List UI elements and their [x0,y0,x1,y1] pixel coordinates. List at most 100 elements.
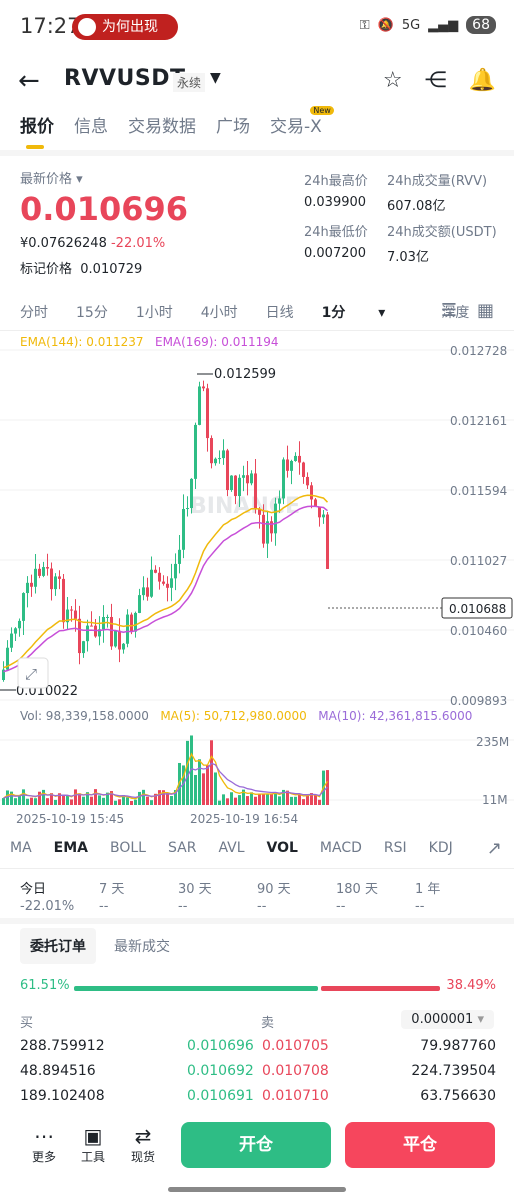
candle-body [6,647,9,670]
kline-chart[interactable]: BINANCE 0.012599 0.010022 0.010688 0.012… [0,340,514,830]
volume-bar [162,790,165,805]
candle-body [222,450,225,459]
volume-bar [262,793,265,805]
candle-body [210,438,213,464]
bid-price: 0.010692 [187,1063,254,1079]
layout-grid-icon[interactable]: ▦ [476,300,494,321]
bid-price: 0.010691 [187,1088,254,1104]
tf-1d[interactable]: 日线 [265,305,294,321]
ind-rsi[interactable]: RSI [383,840,407,856]
favorite-star-icon[interactable]: ☆ [382,68,403,93]
volume-bar [310,793,313,805]
ind-avl[interactable]: AVL [218,840,245,856]
indicator-settings-icon[interactable]: ☰ [440,300,457,321]
candle-body [2,669,5,680]
tf-dropdown-icon: ▾ [378,305,386,321]
orderbook-row[interactable]: 189.102408 0.010691 0.010710 63.756630 [20,1088,496,1112]
performance-row: 今日 -22.01% 7 天 -- 30 天 -- 90 天 -- 180 天 -- 1 … [20,878,494,914]
status-time: 17:27 [20,14,81,38]
precision-select[interactable]: 0.000001 ▾ [401,1010,494,1029]
tf-1h[interactable]: 1小时 [135,305,173,321]
volume-bar [238,795,241,805]
network-label: 5G [401,17,421,33]
candle-body [110,616,113,647]
tab-quote[interactable]: 报价 [20,112,54,149]
open-position-button[interactable]: 开仓 [181,1122,331,1168]
ind-kdj[interactable]: KDJ [428,840,453,856]
indicator-chart-icon[interactable]: ↗ [486,838,502,859]
candle-body [266,521,269,544]
ma5-legend: MA(5): 50,712,980.0000 [160,709,307,723]
candle-body [246,475,249,484]
volume-bar [182,765,185,805]
candle-body [90,625,93,627]
spot-button[interactable]: ⇄ 现货 [123,1124,163,1165]
candle-body [274,503,277,534]
symbol-title[interactable]: RVVUSDT [64,66,186,91]
ind-ma[interactable]: MA [10,840,32,856]
ind-vol[interactable]: VOL [266,840,298,856]
tf-4h[interactable]: 4小时 [200,305,238,321]
candle-body [322,514,325,518]
volume-bar [170,796,173,805]
orderbook-row[interactable]: 288.759912 0.010696 0.010705 79.987760 [20,1038,496,1062]
perf-1y: 1 年 -- [415,878,494,914]
tf-1m[interactable]: 1分 ▾ [322,302,414,322]
last-price-tag-box [441,597,513,619]
candle-body [10,633,13,648]
tab-trading-data[interactable]: 交易数据 [128,117,196,137]
volume-bar [282,789,285,805]
perf-value: -- [336,899,346,914]
candle-body [282,459,285,499]
volume-bar [62,795,65,805]
mark-price-label: 标记价格 [20,262,73,277]
tab-square[interactable]: 广场 [216,117,250,137]
perf-today: 今日 -22.01% [20,878,99,914]
ask-qty: 63.756630 [420,1088,496,1104]
fullscreen-button[interactable] [17,657,49,689]
volume-bar [306,794,309,805]
more-button[interactable]: ⋯ 更多 [24,1124,64,1165]
tools-button[interactable]: ▣ 工具 [73,1124,113,1165]
ind-ema[interactable]: EMA [53,840,88,856]
back-arrow-icon[interactable]: ← [18,66,40,96]
close-position-button[interactable]: 平仓 [345,1122,495,1168]
share-icon[interactable]: ⋲ [424,68,447,93]
ind-macd[interactable]: MACD [319,840,362,856]
notice-pill[interactable]: 为何出现 [72,14,178,40]
stat-turnover-label: 24h成交额(USDT) [387,225,497,240]
key-icon: ⚿ [359,17,370,33]
candle-body [54,576,57,590]
volume-bar [222,794,225,805]
vol-legend: Vol: 98,339,158.0000 [20,709,149,723]
tab-info[interactable]: 信息 [74,117,108,137]
price-tick: 0.012161 [450,414,507,428]
volume-tick: 11M [482,793,508,807]
tf-depth[interactable]: 深度 [441,305,470,321]
candle-body [242,475,245,478]
tab-recent-trades[interactable]: 最新成交 [114,939,170,955]
volume-bar [198,759,201,805]
ind-sar[interactable]: SAR [167,840,197,856]
latest-price-label[interactable]: 最新价格 ▾ [20,168,83,187]
volume-bar [86,792,89,805]
volume-bar [66,795,69,805]
orderbook-row[interactable]: 48.894516 0.010692 0.010708 224.739504 [20,1063,496,1087]
candle-body [30,582,33,587]
symbol-dropdown-icon[interactable]: ▼ [210,70,221,86]
ask-price: 0.010708 [262,1063,329,1079]
candle-body [142,587,145,596]
volume-bar [194,774,197,805]
tf-line[interactable]: 分时 [20,305,48,321]
tab-trade-x[interactable]: 交易-X New [270,106,334,137]
ind-boll[interactable]: BOLL [110,840,146,856]
tf-15m[interactable]: 15分 [76,305,108,321]
alert-bell-icon[interactable]: 🔔 [468,68,496,93]
nav-actions: ☆ ⋲ 🔔 [383,68,496,93]
candle-body [38,568,41,576]
sell-ratio-bar [321,986,440,991]
tab-order-book[interactable]: 委托订单 [20,928,96,964]
volume-bar [114,800,117,805]
buy-sell-ratio: 61.51% 38.49% [20,978,496,993]
candle-body [82,641,85,654]
